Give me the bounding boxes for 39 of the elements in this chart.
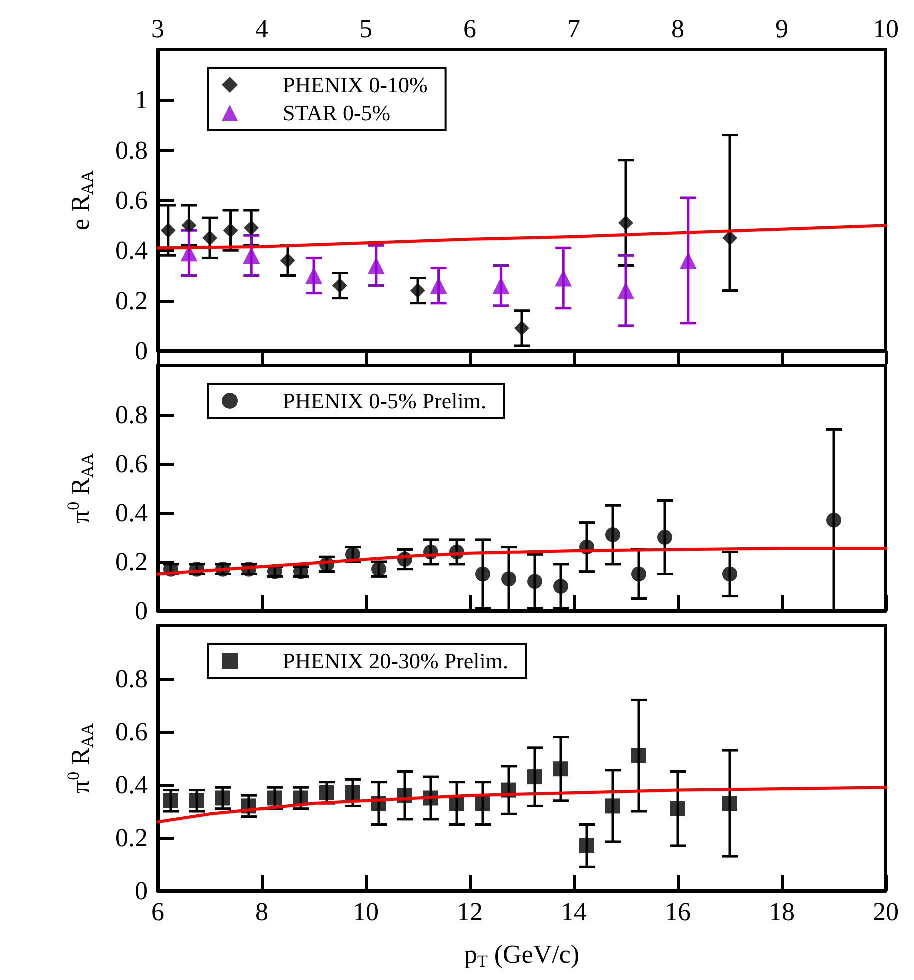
y-tick-label: 0.6 — [116, 186, 148, 215]
y-tick-label: 0.2 — [116, 286, 148, 316]
x-tick-label: 4 — [256, 14, 268, 44]
y-axis-title: π0 RAA — [64, 452, 97, 524]
y-tick-label: 1 — [135, 86, 148, 115]
x-tick-label: 10 — [353, 898, 379, 926]
y-tick-label: 0.8 — [116, 136, 148, 165]
x-tick-label: 16 — [665, 898, 691, 926]
legend-label: PHENIX 0-5% Prelim. — [283, 388, 486, 414]
y-tick-label: 0.2 — [116, 548, 148, 576]
y-tick-label: 0 — [135, 336, 148, 366]
x-tick-label: 9 — [776, 14, 788, 44]
y-tick-label: 0 — [135, 876, 148, 906]
x-tick-label: 8 — [256, 898, 268, 926]
x-tick-label: 6 — [464, 14, 476, 44]
y-tick-label: 0.4 — [116, 770, 148, 800]
x-tick-label: 14 — [561, 898, 587, 926]
y-tick-label: 0.6 — [116, 718, 148, 746]
y-tick-label: 0.4 — [116, 236, 148, 266]
x-tick-label: 12 — [457, 898, 483, 926]
x-tick-label: 3 — [152, 14, 164, 44]
legend-label: STAR 0-5% — [283, 100, 391, 126]
x-tick-label: 6 — [152, 898, 164, 926]
y-tick-label: 0.8 — [116, 664, 148, 694]
y-axis-title: e RAA — [66, 170, 97, 230]
y-tick-label: 0.6 — [116, 450, 148, 478]
y-tick-label: 0.4 — [116, 498, 148, 528]
x-tick-label: 18 — [769, 898, 795, 926]
x-tick-label: 8 — [672, 14, 684, 44]
x-tick-label: 5 — [360, 14, 372, 44]
y-axis-title: π0 RAA — [64, 722, 97, 794]
x-tick-label: 20 — [873, 898, 899, 926]
legend-label: PHENIX 0-10% — [283, 72, 428, 98]
x-tick-label: 10 — [873, 14, 899, 44]
y-tick-label: 0.8 — [116, 400, 148, 430]
y-tick-label: 0.2 — [116, 824, 148, 852]
legend-label: PHENIX 20-30% Prelim. — [283, 648, 508, 674]
x-tick-label: 7 — [568, 14, 580, 44]
y-tick-label: 0 — [135, 596, 148, 626]
